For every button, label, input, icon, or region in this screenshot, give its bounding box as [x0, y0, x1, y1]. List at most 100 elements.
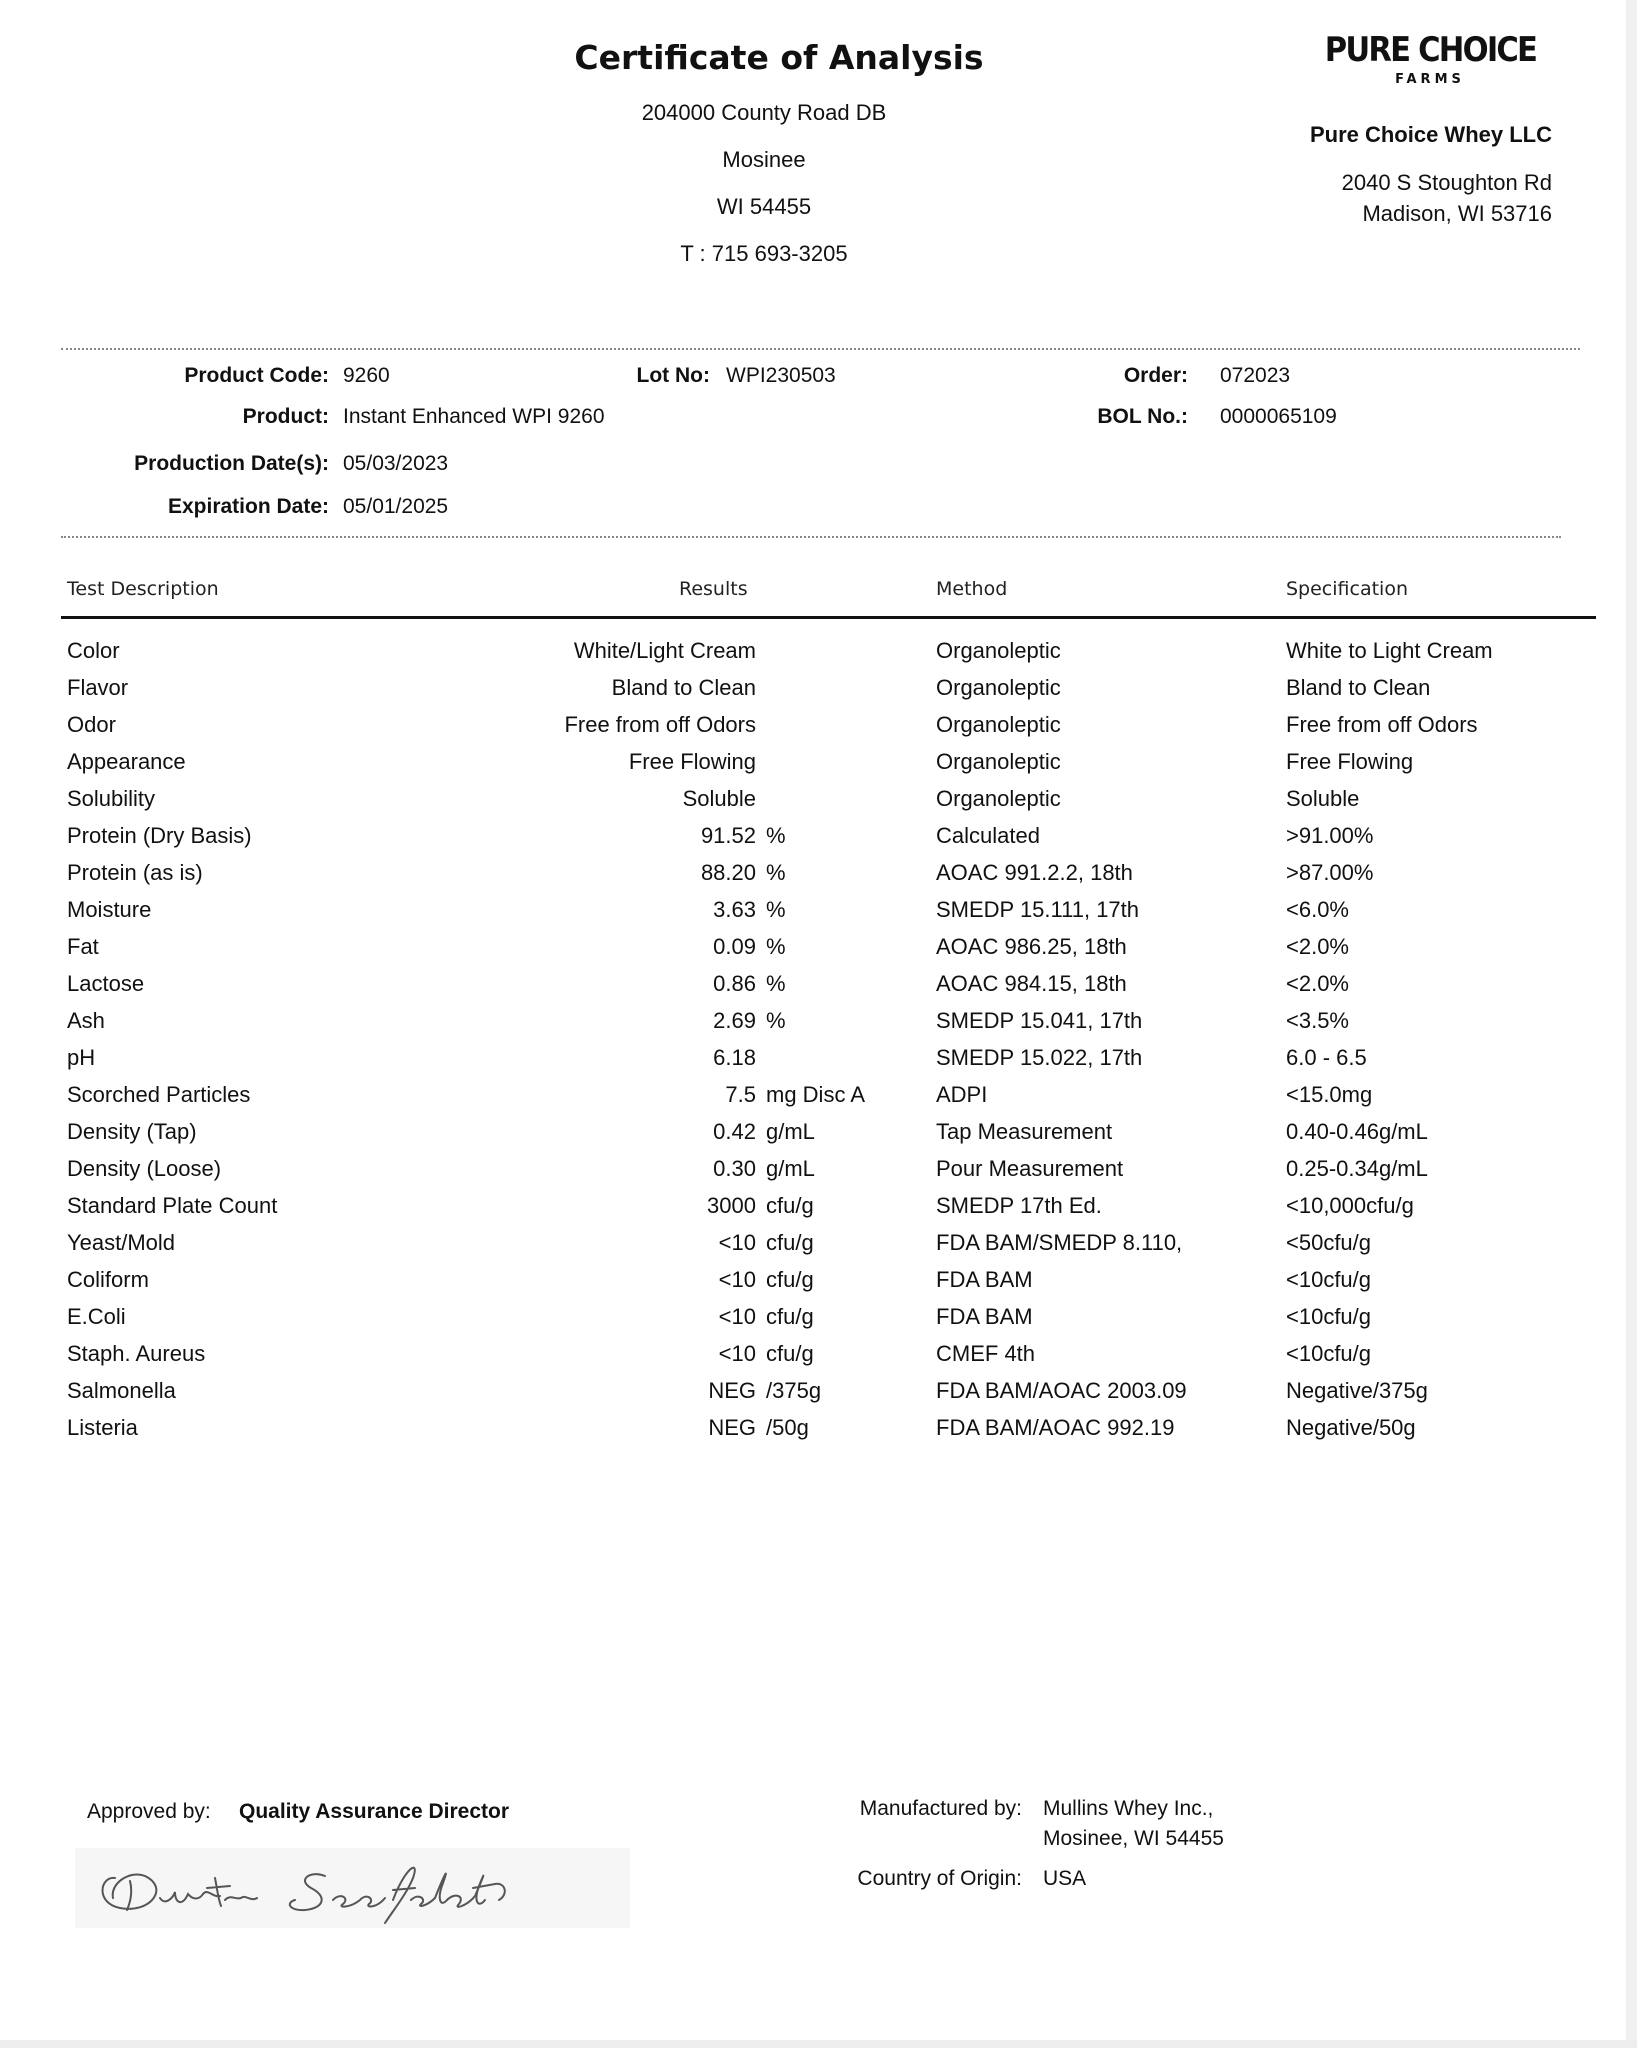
- company-name: Pure Choice Whey LLC: [1309, 122, 1552, 147]
- specification: 0.40-0.46g/mL: [1286, 1119, 1428, 1144]
- result-unit: %: [766, 934, 786, 959]
- table-row: Flavor Bland to Clean Organoleptic Bland to…: [0, 675, 1637, 712]
- table-row: Color White/Light Cream Organoleptic White …: [0, 638, 1637, 675]
- lot-label: Lot No:: [636, 364, 710, 387]
- test-description: Coliform: [67, 1267, 149, 1292]
- header-method: Method: [936, 578, 1008, 600]
- test-method: AOAC 986.25, 18th: [936, 934, 1127, 959]
- test-description: Odor: [67, 712, 116, 737]
- test-description: Color: [67, 638, 120, 663]
- product-code-label: Product Code:: [184, 364, 329, 387]
- product-label: Product:: [242, 405, 329, 428]
- test-method: Pour Measurement: [936, 1156, 1124, 1181]
- test-method: FDA BAM: [936, 1267, 1033, 1292]
- specification: <50cfu/g: [1286, 1230, 1372, 1255]
- specification: <15.0mg: [1286, 1082, 1373, 1107]
- result-value: 0.09: [713, 934, 756, 959]
- table-row: Odor Free from off Odors Organoleptic Free …: [0, 712, 1637, 749]
- manufacturer-line-2: Mosinee, WI 54455: [1043, 1827, 1224, 1850]
- test-description: Ash: [67, 1008, 105, 1033]
- bol-value: 0000065109: [1220, 405, 1337, 428]
- specification: <10,000cfu/g: [1286, 1193, 1414, 1218]
- test-method: FDA BAM: [936, 1304, 1033, 1329]
- table-row: Staph. Aureus <10 cfu/g CMEF 4th <10cfu/g: [0, 1341, 1637, 1378]
- result-unit: cfu/g: [766, 1267, 814, 1292]
- test-method: FDA BAM/AOAC 2003.09: [936, 1378, 1187, 1403]
- table-row: Density (Loose) 0.30 g/mL Pour Measurement 0…: [0, 1156, 1637, 1193]
- result-unit: %: [766, 971, 786, 996]
- result-value: NEG: [708, 1378, 756, 1403]
- test-description: Appearance: [67, 749, 186, 774]
- manufactured-by-label: Manufactured by:: [859, 1797, 1022, 1820]
- specification: >91.00%: [1286, 823, 1374, 848]
- specification: >87.00%: [1286, 860, 1374, 885]
- test-method: Organoleptic: [936, 712, 1061, 737]
- test-description: Listeria: [67, 1415, 138, 1440]
- test-method: SMEDP 15.111, 17th: [936, 897, 1140, 922]
- logo-subtitle: FARMS: [1395, 72, 1465, 87]
- table-row: pH 6.18 SMEDP 15.022, 17th 6.0 - 6.5: [0, 1045, 1637, 1082]
- result-unit: cfu/g: [766, 1193, 814, 1218]
- result-value: Soluble: [682, 786, 756, 811]
- specification: Negative/50g: [1286, 1415, 1416, 1440]
- lab-address-line-1: 204000 County Road DB: [641, 100, 887, 125]
- order-label: Order:: [1123, 364, 1188, 387]
- specification: Soluble: [1286, 786, 1360, 811]
- approved-by-label: Approved by:: [87, 1800, 211, 1823]
- result-value: White/Light Cream: [573, 638, 756, 663]
- test-description: Lactose: [67, 971, 145, 996]
- product-value: Instant Enhanced WPI 9260: [343, 405, 605, 428]
- specification: 0.25-0.34g/mL: [1286, 1156, 1428, 1181]
- result-value: 91.52: [700, 823, 756, 848]
- test-method: SMEDP 15.041, 17th: [936, 1008, 1143, 1033]
- specification: <2.0%: [1286, 934, 1349, 959]
- test-method: ADPI: [936, 1082, 988, 1107]
- result-unit: g/mL: [766, 1119, 815, 1144]
- test-description: pH: [67, 1045, 96, 1070]
- result-unit: cfu/g: [766, 1230, 814, 1255]
- test-method: AOAC 984.15, 18th: [936, 971, 1127, 996]
- test-description: Yeast/Mold: [67, 1230, 176, 1255]
- specification: <10cfu/g: [1286, 1304, 1372, 1329]
- result-unit: cfu/g: [766, 1341, 814, 1366]
- lab-phone: T : 715 693-3205: [680, 241, 848, 266]
- result-value: <10: [718, 1304, 756, 1329]
- result-unit: %: [766, 823, 786, 848]
- result-value: 3000: [707, 1193, 756, 1218]
- result-value: 0.30: [713, 1156, 756, 1181]
- test-method: CMEF 4th: [936, 1341, 1036, 1366]
- test-method: Calculated: [936, 823, 1040, 848]
- result-value: 6.18: [713, 1045, 756, 1070]
- result-value: 0.86: [713, 971, 756, 996]
- table-row: Fat 0.09% AOAC 986.25, 18th <2.0%: [0, 934, 1637, 971]
- company-address-line-1: 2040 S Stoughton Rd: [1341, 170, 1552, 195]
- lot-value: WPI230503: [726, 364, 836, 387]
- result-unit: /50g: [766, 1415, 809, 1440]
- specification: <2.0%: [1286, 971, 1349, 996]
- table-row: Appearance Free Flowing Organoleptic Free F…: [0, 749, 1637, 786]
- header-specification: Specification: [1286, 578, 1408, 600]
- test-method: FDA BAM/AOAC 992.19: [936, 1415, 1175, 1440]
- test-description: Scorched Particles: [67, 1082, 251, 1107]
- test-description: Density (Loose): [67, 1156, 222, 1181]
- test-description: Protein (as is): [67, 860, 203, 885]
- table-header-rule: [61, 616, 1596, 619]
- table-row: Standard Plate Count 3000 cfu/g SMEDP 17th …: [0, 1193, 1637, 1230]
- result-value: <10: [718, 1341, 756, 1366]
- test-description: Protein (Dry Basis): [67, 823, 252, 848]
- test-description: Standard Plate Count: [67, 1193, 278, 1218]
- table-row: Solubility Soluble Organoleptic Soluble: [0, 786, 1637, 823]
- test-method: SMEDP 17th Ed.: [936, 1193, 1102, 1218]
- test-description: E.Coli: [67, 1304, 126, 1329]
- table-row: Protein (Dry Basis) 91.52% Calculated >91.0…: [0, 823, 1637, 860]
- table-row: Ash 2.69% SMEDP 15.041, 17th <3.5%: [0, 1008, 1637, 1045]
- table-row: Listeria NEG/50g FDA BAM/AOAC 992.19 Negati…: [0, 1415, 1637, 1452]
- result-value: Free Flowing: [628, 749, 756, 774]
- test-description: Density (Tap): [67, 1119, 197, 1144]
- specification: White to Light Cream: [1286, 638, 1493, 663]
- test-method: Organoleptic: [936, 749, 1061, 774]
- table-row: Coliform <10 cfu/g FDA BAM <10cfu/g: [0, 1267, 1637, 1304]
- test-description: Flavor: [67, 675, 129, 700]
- approved-by-value: Quality Assurance Director: [239, 1800, 509, 1823]
- result-unit: /375g: [766, 1378, 822, 1403]
